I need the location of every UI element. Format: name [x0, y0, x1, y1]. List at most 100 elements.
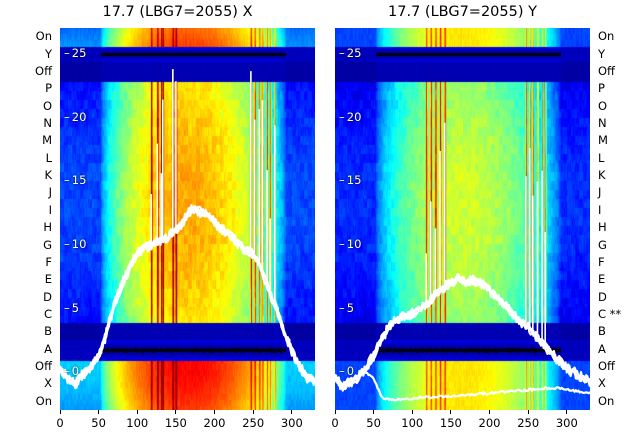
- x-tick-mark: [411, 410, 413, 414]
- category-tick-off: Off: [598, 63, 615, 78]
- x-tick-300: 300: [272, 410, 312, 430]
- x-tick-label: 200: [478, 416, 501, 430]
- x-tick-0: 0: [315, 410, 355, 430]
- inner-ytick-15: –15: [339, 173, 362, 188]
- x-tick-label: 50: [366, 416, 381, 430]
- category-tick-m: M: [42, 133, 52, 148]
- category-tick-off: Off: [35, 359, 52, 374]
- category-tick-h: H: [598, 220, 607, 235]
- category-tick-p: P: [45, 81, 52, 96]
- category-tick-y: Y: [44, 46, 52, 61]
- category-tick-d: D: [43, 289, 52, 304]
- x-tick-300: 300: [547, 410, 587, 430]
- x-tick-label: 200: [203, 416, 226, 430]
- panel-title-y: 17.7 (LBG7=2055) Y: [388, 4, 537, 20]
- x-tick-mark: [136, 410, 138, 414]
- category-tick-j: J: [48, 185, 52, 200]
- category-tick-o: O: [42, 98, 52, 113]
- heatmap-panel-y[interactable]: [335, 28, 590, 410]
- x-tick-mark: [334, 410, 336, 414]
- x-tick-label: 250: [517, 416, 540, 430]
- inner-ytick-0: –0: [339, 364, 355, 379]
- heatmap-image-x: [60, 28, 315, 410]
- heatmap-panel-x[interactable]: [60, 28, 315, 410]
- x-tick-250: 250: [508, 410, 548, 430]
- category-tick-e: E: [598, 272, 606, 287]
- category-tick-g: G: [598, 237, 607, 252]
- x-tick-100: 100: [392, 410, 432, 430]
- x-tick-label: 100: [126, 416, 149, 430]
- category-tick-c: C **: [598, 307, 622, 321]
- inner-ytick-20: –20: [64, 109, 87, 124]
- x-tick-mark: [291, 410, 293, 414]
- inner-ytick-5: –5: [64, 300, 80, 315]
- category-tick-f: F: [45, 254, 52, 269]
- inner-ytick-10: –10: [64, 236, 87, 251]
- category-tick-off: Off: [598, 359, 615, 374]
- x-tick-mark: [252, 410, 254, 414]
- x-tick-200: 200: [195, 410, 235, 430]
- x-tick-50: 50: [79, 410, 119, 430]
- category-tick-n: N: [43, 116, 52, 130]
- x-tick-mark: [175, 410, 177, 414]
- x-tick-mark: [489, 410, 491, 414]
- x-tick-label: 50: [91, 416, 106, 430]
- x-tick-200: 200: [470, 410, 510, 430]
- category-tick-g: G: [43, 237, 52, 252]
- x-tick-label: 150: [164, 416, 187, 430]
- x-axis-left: 0 50 100 150 200 250 300: [56, 410, 315, 440]
- inner-ytick-25: –25: [64, 45, 87, 60]
- category-tick-a: A: [44, 341, 52, 356]
- right-category-axis: On Y Off P O N M L K J I H G F E D C ** B A Off X On: [594, 28, 640, 410]
- x-tick-label: 150: [439, 416, 462, 430]
- category-tick-x: X: [598, 376, 606, 391]
- x-tick-100: 100: [117, 410, 157, 430]
- category-tick-on: On: [598, 393, 615, 408]
- x-tick-150: 150: [431, 410, 471, 430]
- heatmap-image-y: [335, 28, 590, 410]
- x-tick-250: 250: [233, 410, 273, 430]
- inner-ytick-20: –20: [339, 109, 362, 124]
- category-tick-k: K: [44, 168, 52, 183]
- x-tick-150: 150: [156, 410, 196, 430]
- x-tick-50: 50: [354, 410, 394, 430]
- x-tick-label: 250: [242, 416, 265, 430]
- category-tick-on: On: [598, 29, 615, 44]
- category-tick-e: E: [44, 272, 52, 287]
- x-tick-label: 100: [401, 416, 424, 430]
- category-tick-on: On: [35, 393, 52, 408]
- x-tick-mark: [566, 410, 568, 414]
- inner-ytick-10: –10: [339, 236, 362, 251]
- category-tick-c: C: [43, 307, 52, 321]
- category-tick-b: B: [44, 324, 52, 339]
- category-tick-f: F: [598, 254, 605, 269]
- x-axis-right: 0 50 100 150 200 250 300: [331, 410, 590, 440]
- panel-title-x: 17.7 (LBG7=2055) X: [102, 4, 253, 20]
- x-tick-mark: [214, 410, 216, 414]
- x-tick-label: 0: [331, 416, 339, 430]
- category-tick-k: K: [598, 168, 606, 183]
- category-tick-h: H: [43, 220, 52, 235]
- x-tick-label: 0: [56, 416, 64, 430]
- x-tick-label: 300: [280, 416, 303, 430]
- category-tick-m: M: [598, 133, 608, 148]
- x-tick-0: 0: [40, 410, 80, 430]
- inner-ytick-5: –5: [339, 300, 355, 315]
- x-tick-mark: [527, 410, 529, 414]
- category-tick-b: B: [598, 324, 606, 339]
- category-tick-x: X: [44, 376, 52, 391]
- x-tick-mark: [98, 410, 100, 414]
- inner-ytick-0: –0: [64, 364, 80, 379]
- category-tick-i: I: [598, 202, 602, 217]
- category-tick-p: P: [598, 81, 605, 96]
- x-tick-mark: [373, 410, 375, 414]
- category-tick-l: L: [45, 150, 52, 165]
- x-tick-label: 300: [555, 416, 578, 430]
- inner-ytick-15: –15: [64, 173, 87, 188]
- category-tick-d: D: [598, 289, 607, 304]
- category-tick-l: L: [598, 150, 605, 165]
- left-category-axis: On Y Off P O N M L K J I H G F E D C B A Off X On: [0, 28, 56, 410]
- category-tick-a: A: [598, 341, 606, 356]
- category-tick-on: On: [35, 29, 52, 44]
